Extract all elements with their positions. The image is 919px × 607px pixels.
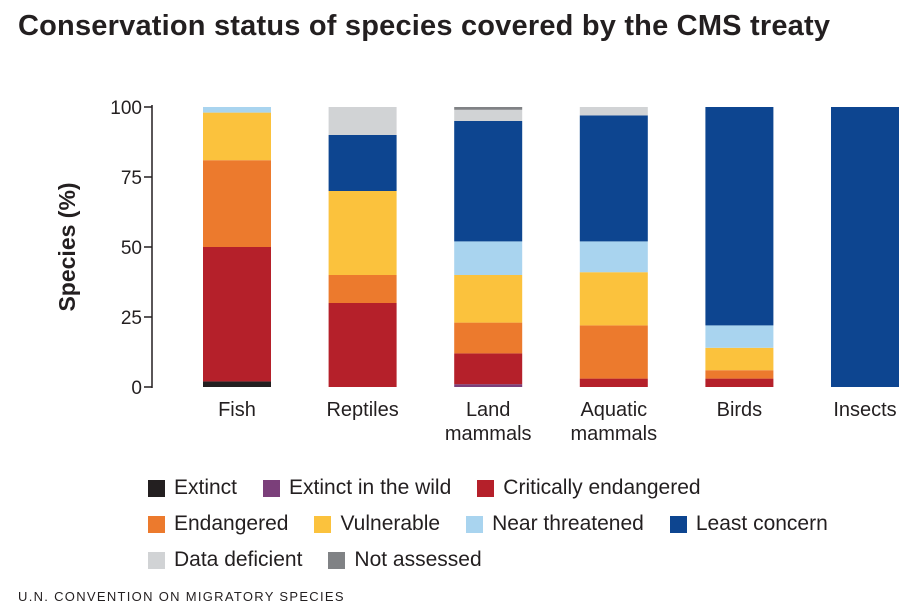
legend-label: Extinct [174, 476, 238, 499]
x-tick-label: Birds [717, 399, 763, 421]
bar-segment-vulnerable [203, 112, 271, 161]
legend-swatch [314, 515, 332, 533]
y-tick-label: 75 [121, 168, 142, 189]
y-tick-label: 25 [121, 308, 142, 329]
bar-segment-endangered [579, 325, 648, 379]
bar-segment-near-threatened [705, 325, 774, 348]
legend-label: Vulnerable [340, 512, 441, 535]
legend-label: Critically endangered [503, 476, 701, 499]
y-tick-label: 50 [121, 238, 142, 259]
legend-label: Least concern [695, 512, 828, 535]
legend-item: Data deficient [148, 548, 302, 572]
legend-item: Endangered [148, 512, 288, 536]
legend-swatch [263, 479, 281, 497]
legend-label: Data deficient [174, 548, 303, 571]
bar-segment-data-deficient [579, 107, 648, 116]
source-credit: U.N. CONVENTION ON MIGRATORY SPECIES [18, 589, 345, 604]
legend-swatch [466, 515, 484, 533]
legend-label: Endangered [174, 512, 289, 535]
bar-segment-least-concern [831, 107, 899, 387]
x-tick-label: Aquatic [580, 399, 647, 421]
bar-segment-data-deficient [328, 107, 397, 135]
bar-segment-near-threatened [203, 107, 271, 113]
legend-label: Near threatened [492, 512, 644, 535]
legend-row: Endangered Vulnerable Near threatened Least… [148, 506, 908, 542]
legend-item: Least concern [669, 512, 828, 536]
bar-segment-not-assessed [454, 107, 523, 110]
bar-segment-least-concern [328, 135, 397, 191]
bar-segment-critically-endangered [454, 353, 523, 385]
bar-segment-endangered [705, 370, 774, 379]
y-tick-label: 0 [131, 378, 142, 399]
legend-label: Extinct in the wild [289, 476, 452, 499]
legend-swatch [148, 515, 165, 533]
chart-title: Conservation status of species covered b… [18, 10, 831, 42]
legend-item: Near threatened [466, 512, 644, 536]
bar-segment-least-concern [705, 107, 774, 326]
x-tick-label: mammals [570, 423, 657, 445]
y-tick-label: 100 [110, 98, 142, 119]
legend-swatch [148, 479, 165, 497]
legend: Extinct Extinct in the wild Critically end… [148, 470, 908, 578]
legend-row: Extinct Extinct in the wild Critically end… [148, 470, 908, 506]
legend-item: Extinct in the wild [263, 476, 451, 500]
bar-segment-vulnerable [705, 347, 774, 371]
y-axis-title: Species (%) [54, 182, 80, 311]
legend-swatch [477, 479, 495, 497]
legend-label: Not assessed [354, 548, 482, 571]
x-tick-label: Fish [218, 399, 256, 421]
bar-segment-endangered [328, 275, 397, 303]
legend-item: Vulnerable [314, 512, 440, 536]
bar-segment-near-threatened [454, 241, 523, 275]
x-tick-label: Insects [833, 399, 896, 421]
legend-item: Extinct [148, 476, 237, 500]
legend-swatch [328, 551, 346, 569]
x-tick-label: Land [466, 399, 511, 421]
bar-segment-critically-endangered [705, 378, 774, 387]
bar-segment-extinct-in-the-wild [454, 384, 523, 387]
bar-segment-critically-endangered [579, 378, 648, 387]
legend-item: Critically endangered [477, 476, 701, 500]
x-tick-label: Reptiles [326, 399, 398, 421]
bar-segment-data-deficient [454, 109, 523, 121]
bar-segment-extinct [203, 381, 271, 387]
bar-segment-critically-endangered [328, 303, 397, 387]
bar-segment-least-concern [579, 115, 648, 242]
legend-swatch [669, 515, 687, 533]
bar-segment-endangered [203, 160, 271, 247]
bar-segment-critically-endangered [203, 247, 271, 382]
bar-segment-vulnerable [454, 275, 523, 323]
legend-swatch [148, 551, 165, 569]
legend-row: Data deficient Not assessed [148, 542, 908, 578]
bar-segment-least-concern [454, 121, 523, 242]
bar-segment-vulnerable [579, 272, 648, 326]
bar-segment-vulnerable [328, 191, 397, 275]
bar-segment-near-threatened [579, 241, 648, 273]
bar-segment-endangered [454, 322, 523, 354]
legend-item: Not assessed [328, 548, 482, 572]
x-tick-label: mammals [445, 423, 532, 445]
